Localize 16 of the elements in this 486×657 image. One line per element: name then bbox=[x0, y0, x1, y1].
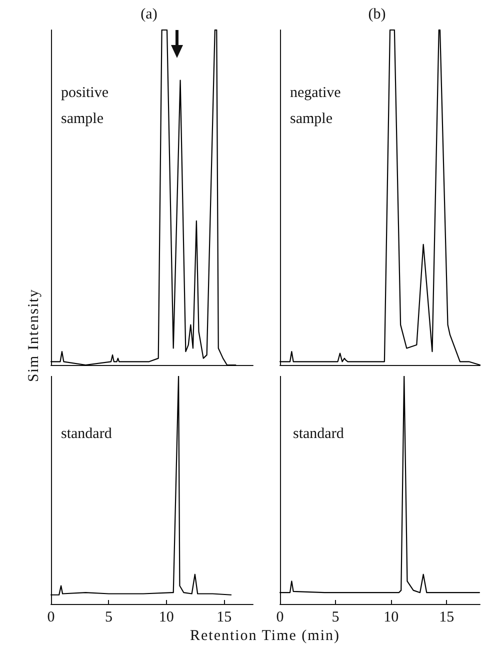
x-tick-label: 15 bbox=[439, 610, 454, 626]
chart-title: (b) bbox=[368, 6, 386, 22]
y-axis-title: Sim Intensity bbox=[26, 287, 43, 384]
x-tick-label: 15 bbox=[216, 610, 232, 626]
x-tick-label: 0 bbox=[47, 610, 55, 626]
x-tick-label: 0 bbox=[276, 610, 284, 626]
x-tick-label: 10 bbox=[384, 610, 399, 626]
chart-title: (a) bbox=[140, 6, 158, 22]
x-tick-label: 10 bbox=[158, 610, 174, 626]
x-tick-label: 5 bbox=[332, 610, 340, 626]
annotation: standard bbox=[293, 426, 344, 442]
x-tick-label: 5 bbox=[104, 610, 112, 626]
annotation: standard bbox=[61, 426, 112, 442]
x-axis-title: Retention Time (min) bbox=[188, 628, 341, 645]
annotation: negative sample bbox=[290, 85, 345, 127]
annotation: positive sample bbox=[61, 85, 112, 127]
